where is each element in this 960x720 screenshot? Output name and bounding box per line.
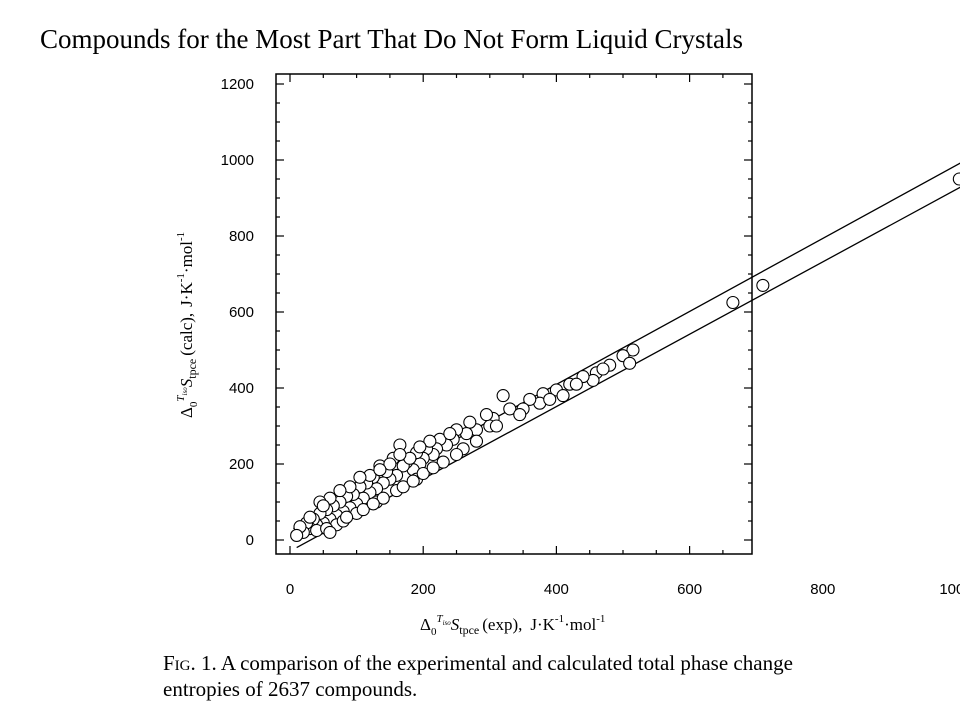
x-label-s-sub: tpce <box>459 623 479 637</box>
data-point <box>406 474 420 488</box>
data-point <box>413 440 427 454</box>
data-point <box>556 389 570 403</box>
x-tick-label: 600 <box>677 581 702 598</box>
data-point <box>323 525 337 539</box>
data-point <box>523 392 537 406</box>
y-tick-label: 800 <box>229 228 254 245</box>
data-point <box>353 470 367 484</box>
data-point <box>756 278 770 292</box>
x-label-units-mid: ·mol <box>564 615 596 634</box>
caption-text: A comparison of the experimental and cal… <box>163 651 793 701</box>
data-point <box>569 377 583 391</box>
data-point <box>436 455 450 469</box>
data-point <box>426 461 440 475</box>
data-point <box>340 510 354 524</box>
data-point <box>416 466 430 481</box>
data-point <box>383 457 397 471</box>
x-tick-label: 800 <box>810 581 835 598</box>
y-tick-label: 200 <box>229 456 254 473</box>
y-tick-label: 0 <box>246 532 254 549</box>
axis-ticks <box>276 74 752 554</box>
y-label-s-sub: tpce <box>185 359 199 379</box>
y-label-units-mid: ·mol <box>177 241 196 273</box>
x-label-s: S <box>451 615 460 634</box>
x-tick-label: 1000 <box>939 581 960 598</box>
data-point <box>290 528 304 542</box>
y-tick-label: 1200 <box>221 76 254 93</box>
y-label-units: J·K <box>177 282 196 307</box>
y-label-delta: Δ <box>177 407 196 418</box>
data-point <box>503 402 517 416</box>
x-label-sub0: 0 <box>431 626 437 638</box>
x-label-sup-sub: iso <box>443 619 452 627</box>
data-point <box>316 499 330 513</box>
data-point <box>333 484 347 498</box>
data-point <box>596 362 610 376</box>
data-point <box>463 415 477 429</box>
data-point <box>623 356 637 370</box>
x-label-rest: (exp), <box>482 615 522 634</box>
x-axis-label: Δ0TisoStpce (exp), J·K-1·mol-1 <box>420 613 605 638</box>
figure-caption: Fig. 1. A comparison of the experimental… <box>163 650 803 702</box>
data-point <box>626 343 640 357</box>
y-tick-label: 1000 <box>221 152 254 169</box>
data-point <box>543 392 557 406</box>
data-point <box>303 510 317 524</box>
x-label-units: J·K <box>530 615 555 634</box>
data-point <box>373 463 387 477</box>
x-label-delta: Δ <box>420 615 431 634</box>
x-label-exp2: -1 <box>596 613 605 625</box>
x-tick-label: 400 <box>544 581 569 598</box>
y-label-exp2: -1 <box>175 232 187 241</box>
data-point <box>496 389 510 403</box>
data-point <box>393 447 407 462</box>
data-point <box>376 491 390 505</box>
data-point <box>449 447 464 462</box>
plot-frame <box>275 73 753 555</box>
y-label-sup: T <box>175 395 187 402</box>
y-tick-label: 400 <box>229 380 254 397</box>
data-point <box>443 427 457 441</box>
data-points <box>290 172 960 542</box>
x-tick-label: 0 <box>286 581 294 598</box>
data-point <box>423 434 437 448</box>
data-point <box>469 434 484 448</box>
data-point <box>479 408 494 422</box>
data-point <box>726 295 740 310</box>
data-point <box>396 480 410 494</box>
y-label-rest: (calc), <box>177 313 196 356</box>
data-point <box>356 503 370 517</box>
caption-label: Fig. 1. <box>163 651 217 675</box>
data-point <box>366 497 380 511</box>
slide-title: Compounds for the Most Part That Do Not … <box>40 24 743 54</box>
y-label-sup-sub: iso <box>181 387 189 396</box>
y-label-sub0: 0 <box>188 401 200 407</box>
y-label-exp1: -1 <box>175 273 187 282</box>
axis-tick-labels: 0200400600800100012001400020040060080010… <box>221 76 960 598</box>
x-tick-label: 200 <box>411 581 436 598</box>
y-tick-label: 600 <box>229 304 254 321</box>
x-label-sup: T <box>436 613 443 625</box>
x-label-exp1: -1 <box>555 613 564 625</box>
y-label-s: S <box>177 378 196 387</box>
data-point <box>489 419 504 433</box>
data-point <box>513 408 527 422</box>
scatter-chart: 0200400600800100012001400020040060080010… <box>175 73 960 638</box>
y-axis-label: Δ0TisoStpce(calc),J·K-1·mol-1 <box>175 232 200 418</box>
data-point <box>952 172 960 186</box>
